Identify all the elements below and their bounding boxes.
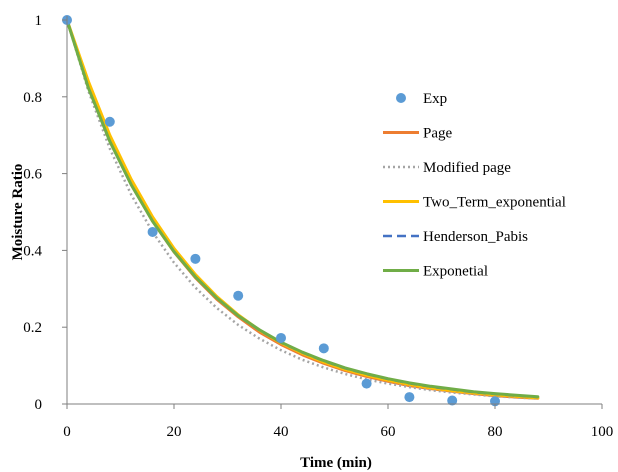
legend-label-exponetial: Exponetial [423, 264, 488, 280]
x-tick-label: 80 [488, 424, 503, 440]
x-tick-label: 40 [274, 424, 289, 440]
x-tick-label: 100 [591, 424, 614, 440]
exp-data-point [190, 253, 201, 264]
series-line-exponetial [65, 18, 540, 399]
y-tick-label: 0.4 [23, 243, 42, 259]
exp-data-point [361, 378, 372, 389]
x-axis: 0 20 40 60 80 100 [63, 403, 614, 440]
legend-label-page: Page [423, 126, 453, 142]
exp-data-point [318, 343, 329, 354]
exp-data-point [104, 116, 115, 127]
legend: Exp Page Modified page Two_Term_exponential… [383, 91, 566, 280]
x-tick-label: 0 [63, 424, 71, 440]
legend-marker-exp [396, 93, 406, 103]
y-axis: 0 0.2 0.4 0.6 0.8 1 [23, 13, 68, 413]
x-tick-label: 60 [381, 424, 396, 440]
y-tick-label: 1 [35, 13, 43, 29]
plot-area [62, 15, 540, 407]
exp-data-point [447, 395, 458, 406]
legend-label-two-term-exponential: Two_Term_exponential [423, 195, 566, 211]
y-tick-label: 0.6 [23, 167, 42, 183]
series-line-modified-page [65, 19, 538, 400]
exp-data-point [404, 392, 415, 403]
x-axis-title: Time (min) [300, 455, 372, 471]
y-tick-label: 0.8 [23, 90, 42, 106]
legend-label-henderson-pabis: Henderson_Pabis [423, 229, 528, 245]
exp-data-point [276, 332, 286, 343]
y-axis-title: Moisture Ratio [10, 164, 26, 261]
y-tick-label: 0.2 [23, 320, 42, 336]
legend-label-modified-page: Modified page [423, 160, 511, 176]
legend-label-exp: Exp [423, 91, 447, 107]
exp-data-point [147, 226, 158, 237]
x-tick-label: 20 [167, 424, 182, 440]
y-tick-label: 0 [35, 397, 43, 413]
exp-data-point [233, 290, 244, 301]
